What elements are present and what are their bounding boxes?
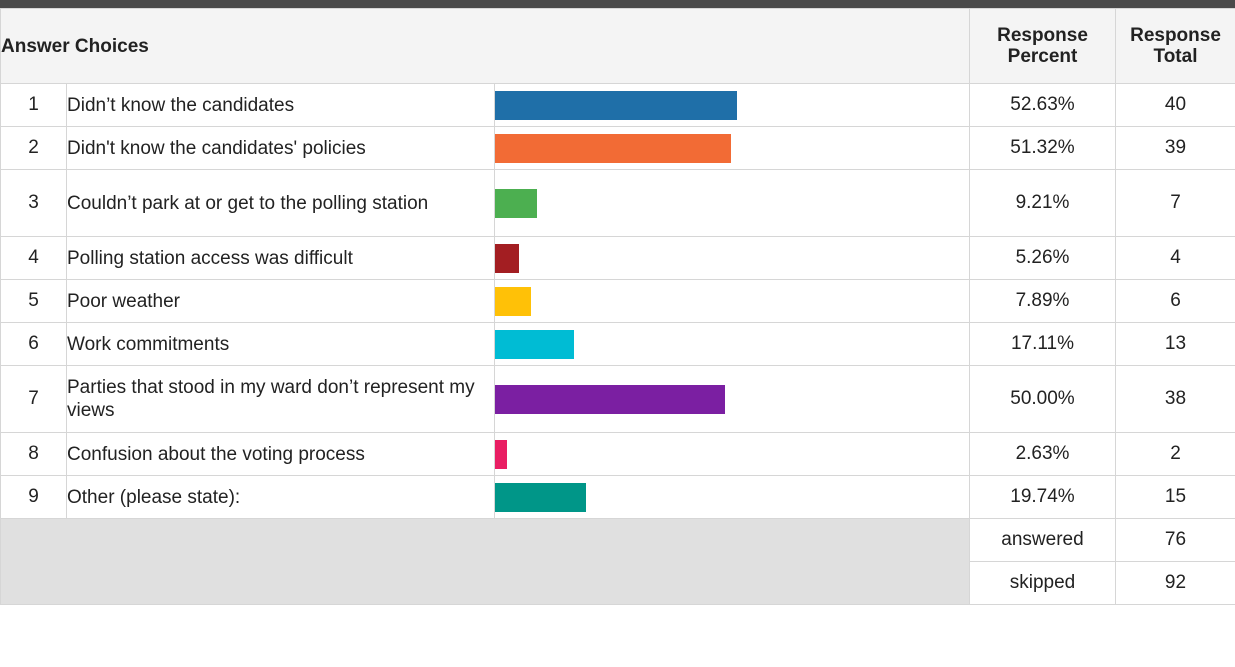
row-index: 3 [0,169,67,237]
skipped-count: 92 [1115,561,1235,605]
row-index: 6 [0,322,67,366]
answered-row: answered 76 [0,518,1235,605]
answer-label: Didn’t know the candidates [66,83,495,127]
response-total: 6 [1115,279,1235,323]
answer-label: Other (please state): [66,475,495,519]
table-row: 2 Didn't know the candidates' policies 5… [0,126,1235,170]
response-percent: 51.32% [969,126,1116,170]
bar [495,329,574,359]
bar [495,439,507,469]
response-total: 15 [1115,475,1235,519]
bar [495,90,737,120]
bar [495,482,586,512]
bar-cell [494,169,970,237]
table-row: 8 Confusion about the voting process 2.6… [0,432,1235,476]
response-percent: 2.63% [969,432,1116,476]
answer-rows: 1 Didn’t know the candidates 52.63% 40 2… [0,83,1235,605]
bar [495,243,519,273]
results-table: Answer Choices Response Percent Response… [0,8,1235,605]
answered-label: answered [969,518,1116,562]
bar-cell [494,365,970,433]
bar-cell [494,322,970,366]
answer-label: Parties that stood in my ward don’t repr… [66,365,495,433]
response-total: 2 [1115,432,1235,476]
bar-cell [494,279,970,323]
response-percent: 17.11% [969,322,1116,366]
bar-cell [494,475,970,519]
skipped-label: skipped [969,561,1116,605]
bar [495,188,537,218]
response-percent: 52.63% [969,83,1116,127]
response-percent: 7.89% [969,279,1116,323]
answer-choices-header: Answer Choices [0,8,970,84]
answer-label: Didn't know the candidates' policies [66,126,495,170]
response-percent: 5.26% [969,236,1116,280]
row-index: 7 [0,365,67,433]
table-row: 4 Polling station access was difficult 5… [0,236,1235,280]
response-total: 7 [1115,169,1235,237]
header-row: Answer Choices Response Percent Response… [0,8,1235,84]
response-total-header-line1: Response [1130,25,1221,46]
answered-count: 76 [1115,518,1235,562]
response-percent: 9.21% [969,169,1116,237]
response-total: 40 [1115,83,1235,127]
bar-cell [494,432,970,476]
answer-label: Polling station access was difficult [66,236,495,280]
row-index: 4 [0,236,67,280]
table-row: 3 Couldn’t park at or get to the polling… [0,169,1235,237]
table-row: 7 Parties that stood in my ward don’t re… [0,365,1235,433]
top-border [0,0,1235,8]
row-index: 1 [0,83,67,127]
bar [495,286,531,316]
response-percent: 50.00% [969,365,1116,433]
answer-label: Couldn’t park at or get to the polling s… [66,169,495,237]
table-row: 5 Poor weather 7.89% 6 [0,279,1235,323]
bar [495,133,731,163]
answer-label: Confusion about the voting process [66,432,495,476]
bar [495,384,725,414]
row-index: 8 [0,432,67,476]
bar-cell [494,126,970,170]
table-row: 9 Other (please state): 19.74% 15 [0,475,1235,519]
response-total: 39 [1115,126,1235,170]
response-percent-header-line1: Response [997,25,1088,46]
row-index: 5 [0,279,67,323]
response-total-header-line2: Total [1153,46,1198,67]
response-total-header: Response Total [1115,8,1235,84]
table-row: 1 Didn’t know the candidates 52.63% 40 [0,83,1235,127]
bar-cell [494,83,970,127]
response-percent-header-line2: Percent [1007,46,1078,67]
row-index: 2 [0,126,67,170]
response-total: 38 [1115,365,1235,433]
summary-blank [0,518,970,605]
bar-cell [494,236,970,280]
answer-label: Poor weather [66,279,495,323]
response-percent-header: Response Percent [969,8,1116,84]
response-total: 13 [1115,322,1235,366]
answer-label: Work commitments [66,322,495,366]
response-percent: 19.74% [969,475,1116,519]
response-total: 4 [1115,236,1235,280]
row-index: 9 [0,475,67,519]
table-row: 6 Work commitments 17.11% 13 [0,322,1235,366]
